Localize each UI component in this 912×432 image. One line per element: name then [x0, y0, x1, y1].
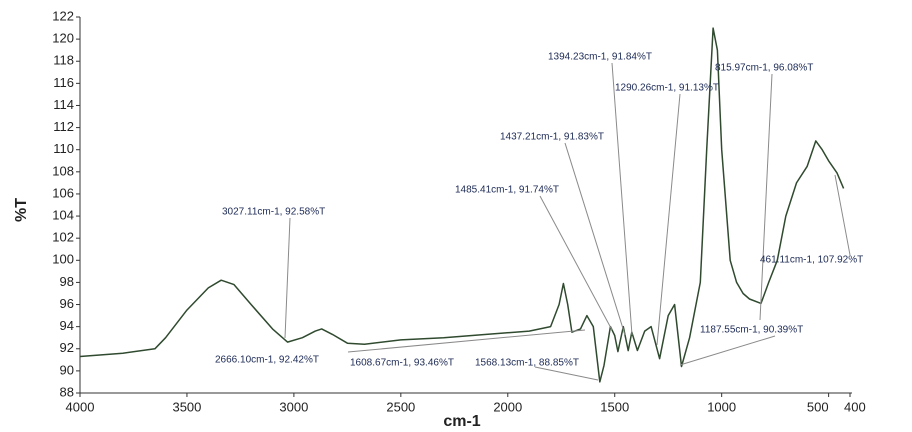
annotation-leader [611, 62, 633, 336]
y-tick-label: 100 [52, 252, 74, 267]
annotation: 1187.55cm-1, 90.39%T [700, 325, 803, 336]
y-tick-label: 88 [60, 384, 74, 399]
x-tick-label: 3500 [172, 399, 201, 414]
y-tick-label: 106 [52, 185, 74, 200]
x-tick-label: 4000 [66, 399, 95, 414]
x-tick-label: 2500 [386, 399, 415, 414]
annotation-leader [564, 142, 626, 336]
y-tick-label: 116 [53, 75, 74, 90]
y-tick-label: 102 [52, 230, 74, 245]
annotation-leader [284, 217, 291, 339]
x-tick-label: 500 [807, 399, 829, 414]
y-tick-label: 114 [53, 97, 74, 112]
y-tick-label: 110 [53, 141, 74, 156]
annotation: 1568.13cm-1, 88.85%T [475, 358, 579, 369]
y-tick-label: 120 [52, 31, 74, 46]
x-tick-label: 1000 [707, 399, 736, 414]
y-tick-label: 112 [53, 119, 74, 134]
annotation-leader [539, 195, 613, 331]
x-tick-label: 1500 [600, 399, 629, 414]
annotation: 1608.67cm-1, 93.46%T [350, 358, 454, 369]
x-axis-label: cm-1 [443, 413, 480, 430]
annotation-leader [759, 73, 773, 321]
annotation: 2666.10cm-1, 92.42%T [215, 355, 319, 366]
y-tick-label: 94 [60, 318, 74, 333]
annotation: 1394.23cm-1, 91.84%T [548, 52, 652, 63]
annotation-leader [347, 329, 586, 353]
annotation-leader [679, 335, 776, 366]
annotation: 3027.11cm-1, 92.58%T [222, 207, 325, 218]
x-tick-label: 2000 [493, 399, 522, 414]
annotation: 461.11cm-1, 107.92%T [760, 255, 863, 266]
annotation-leader [534, 366, 599, 381]
y-tick-label: 108 [52, 163, 74, 178]
y-tick-label: 92 [60, 340, 74, 355]
y-tick-label: 90 [60, 362, 74, 377]
annotation: 1485.41cm-1, 91.74%T [455, 185, 559, 196]
annotation-leader [656, 93, 681, 346]
x-tick-label: 400 [844, 399, 866, 414]
x-tick-label: 3000 [279, 399, 308, 414]
y-axis-label: %T [13, 198, 30, 222]
y-tick-label: 104 [52, 207, 74, 222]
annotation: 1290.26cm-1, 91.13%T [615, 83, 719, 94]
y-tick-label: 98 [60, 274, 74, 289]
y-tick-label: 118 [53, 53, 74, 68]
annotation: 1437.21cm-1, 91.83%T [500, 132, 604, 143]
y-tick-label: 122 [52, 8, 74, 23]
y-tick-label: 96 [60, 296, 74, 311]
annotation: 815.97cm-1, 96.08%T [715, 63, 813, 74]
spectrum-line [79, 27, 845, 383]
annotation-leader [834, 174, 851, 256]
